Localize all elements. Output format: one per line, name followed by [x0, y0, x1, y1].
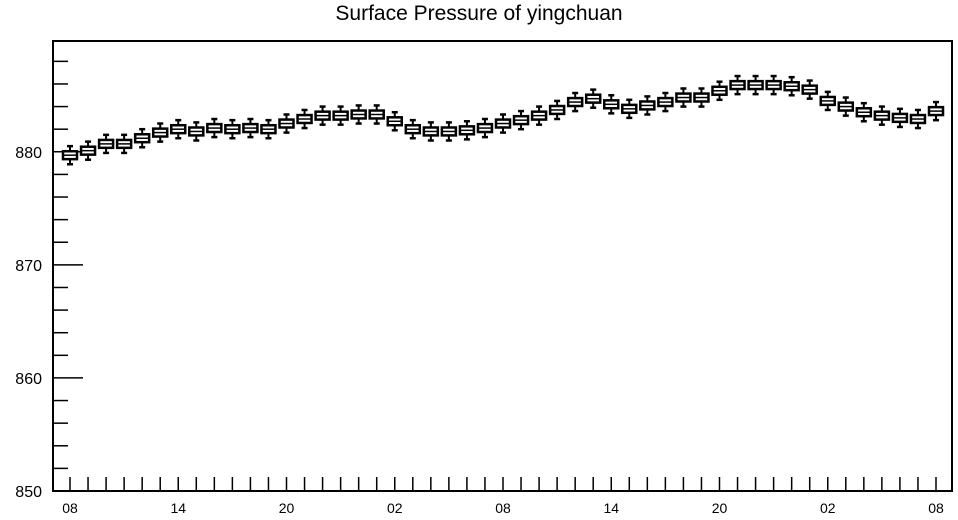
- plot-border: [52, 40, 953, 492]
- box-hour-38: [747, 74, 764, 96]
- y-tick-label: 880: [15, 145, 42, 162]
- plot-frame: [52, 40, 953, 492]
- box-hour-22: [458, 120, 476, 141]
- box-hour-28: [566, 91, 584, 113]
- box-hour-30: [603, 94, 620, 115]
- box-hour-37: [729, 74, 746, 96]
- x-tick-label: 14: [603, 500, 619, 516]
- box-hour-29: [584, 88, 602, 109]
- box-hour-32: [639, 95, 656, 116]
- box-hour-3: [115, 133, 133, 155]
- box-hour-1: [79, 140, 97, 161]
- x-tick-label: 08: [495, 500, 511, 516]
- box-hour-13: [296, 108, 313, 130]
- y-tick-label: 870: [15, 258, 42, 275]
- box-hour-45: [873, 105, 891, 126]
- chart-title: Surface Pressure of yingchuan: [335, 2, 623, 25]
- box-hour-36: [711, 80, 728, 102]
- x-tick-label: 02: [820, 500, 836, 516]
- box-hour-44: [855, 101, 873, 123]
- box-hour-12: [278, 113, 295, 134]
- box-hour-11: [260, 118, 277, 140]
- x-tick-label: 08: [928, 500, 944, 516]
- box-hour-9: [224, 118, 241, 140]
- box-hour-19: [404, 118, 422, 140]
- box-hour-47: [909, 108, 927, 130]
- box-hour-14: [314, 105, 331, 126]
- box-hour-46: [891, 107, 909, 129]
- y-axis: 850 860 870 880: [15, 60, 83, 501]
- x-tick-label: 08: [62, 500, 78, 516]
- box-hour-41: [801, 79, 818, 100]
- box-hour-23: [476, 117, 494, 139]
- box-hour-26: [530, 105, 548, 126]
- box-hour-4: [133, 127, 151, 149]
- x-tick-label: 14: [170, 500, 186, 516]
- box-hour-0: [61, 144, 79, 166]
- box-hour-48: [927, 100, 945, 122]
- box-hour-24: [494, 113, 512, 134]
- box-hour-7: [188, 121, 205, 142]
- box-hour-42: [819, 90, 836, 112]
- box-hour-21: [440, 121, 458, 142]
- box-hour-35: [693, 87, 710, 108]
- box-hour-8: [206, 117, 223, 139]
- box-series: [61, 74, 945, 166]
- box-hour-39: [765, 74, 782, 96]
- x-axis: 08 14 20 02 08 14 20 02 08: [62, 477, 944, 516]
- box-hour-10: [242, 117, 259, 139]
- box-hour-20: [422, 121, 440, 142]
- box-hour-40: [783, 75, 800, 97]
- box-hour-33: [657, 91, 674, 113]
- box-hour-31: [621, 98, 638, 120]
- box-hour-6: [170, 118, 187, 140]
- x-tick-label: 20: [279, 500, 295, 516]
- x-tick-label: 20: [712, 500, 728, 516]
- box-hour-25: [512, 109, 530, 131]
- box-hour-34: [675, 87, 692, 108]
- box-hour-17: [368, 104, 385, 125]
- box-hour-2: [97, 133, 115, 155]
- box-hour-43: [837, 96, 855, 117]
- box-hour-18: [386, 110, 403, 132]
- box-hour-15: [332, 105, 349, 126]
- box-hour-27: [548, 99, 566, 121]
- x-tick-label: 02: [387, 500, 403, 516]
- y-tick-label: 860: [15, 371, 42, 388]
- box-hour-16: [350, 104, 367, 125]
- y-tick-label: 850: [15, 484, 42, 501]
- box-hour-5: [151, 122, 169, 143]
